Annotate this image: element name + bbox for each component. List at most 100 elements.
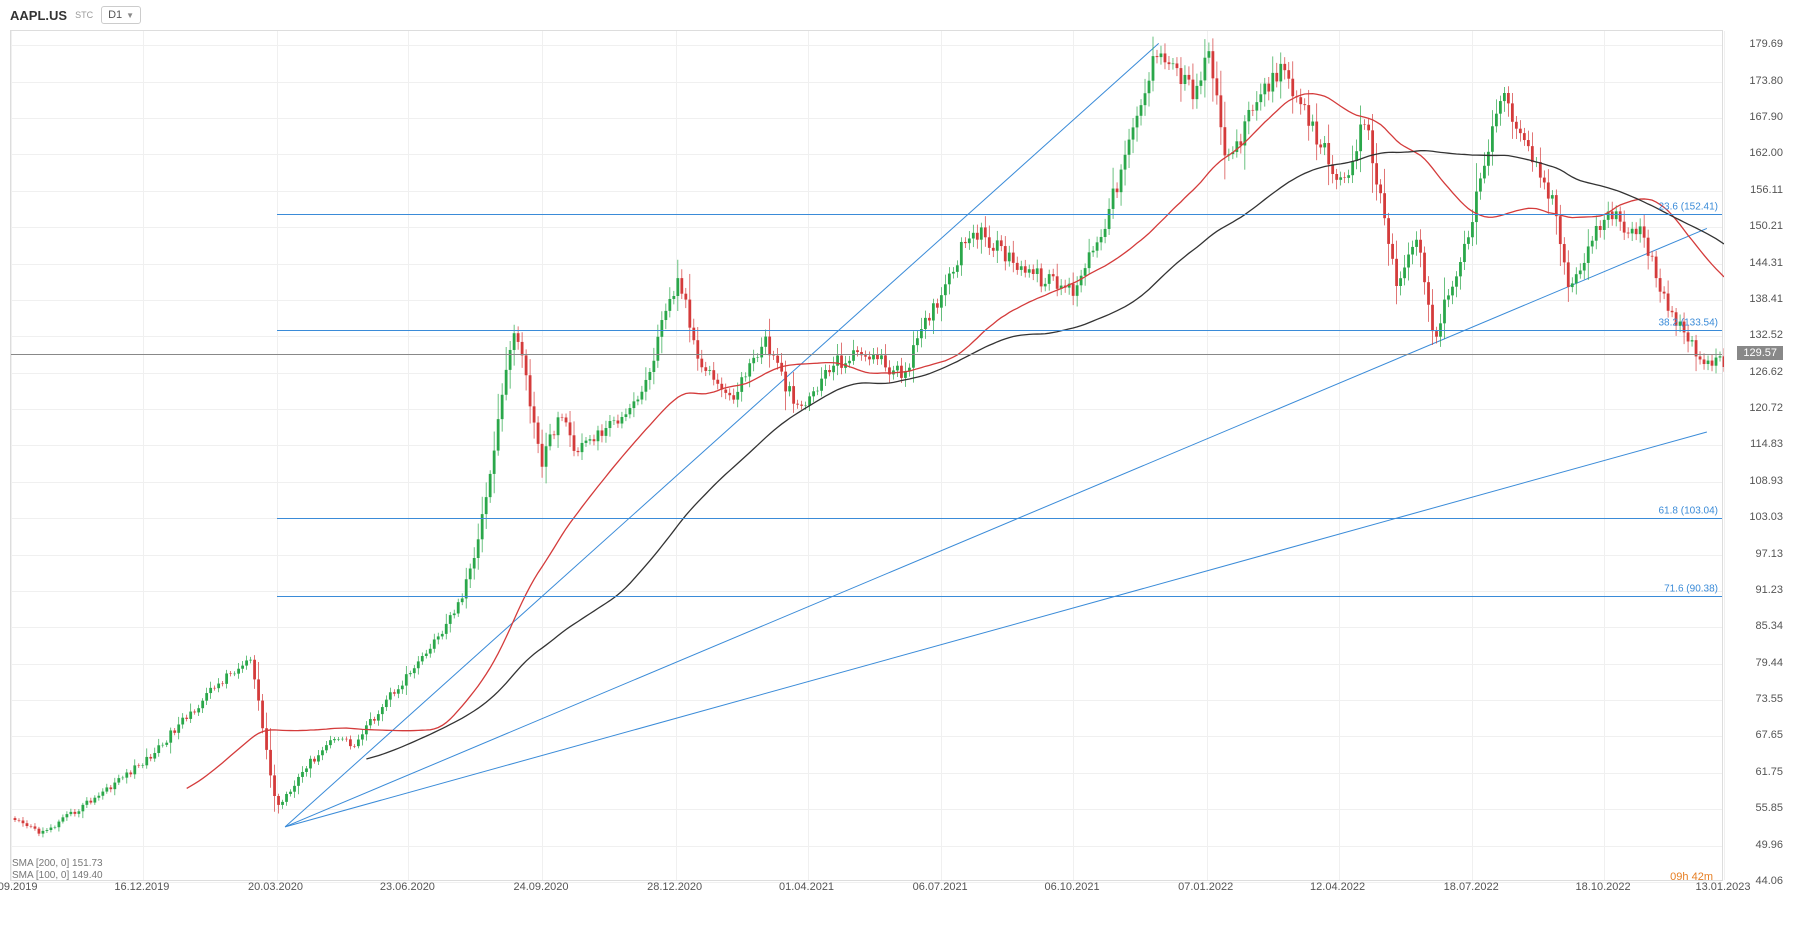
x-tick: 06.07.2021: [913, 881, 968, 893]
timeframe-dropdown[interactable]: D1 ▼: [101, 6, 141, 24]
fib-label: 23.6 (152.41): [1659, 201, 1719, 212]
grid-line-h: [11, 300, 1722, 301]
countdown-timer: 09h 42m: [1670, 871, 1713, 883]
y-axis: 179.69 173.80 167.90 162.00 156.11 150.21 144.…: [1728, 30, 1783, 881]
x-tick: 07.01.2022: [1178, 881, 1233, 893]
grid-line-h: [11, 118, 1722, 119]
grid-line-v: [143, 31, 144, 880]
symbol-label: AAPL.US: [10, 8, 67, 23]
fib-line: [277, 518, 1723, 519]
y-tick: 67.65: [1755, 729, 1783, 741]
y-tick: 167.90: [1749, 111, 1783, 123]
y-tick: 173.80: [1749, 75, 1783, 87]
grid-line-v: [1207, 31, 1208, 880]
x-tick: 16.12.2019: [114, 881, 169, 893]
grid-line-v: [1604, 31, 1605, 880]
y-tick: 97.13: [1755, 548, 1783, 560]
x-tick: 18.10.2022: [1576, 881, 1631, 893]
grid-line-h: [11, 809, 1722, 810]
y-tick: 150.21: [1749, 220, 1783, 232]
grid-line-h: [11, 82, 1722, 83]
stc-label: STC: [75, 10, 93, 20]
x-axis: 13.09.201916.12.201920.03.202023.06.2020…: [10, 881, 1723, 901]
y-tick: 103.03: [1749, 511, 1783, 523]
indicator-sma200: SMA [200, 0] 151.73: [12, 858, 103, 869]
grid-line-v: [11, 31, 12, 880]
timeframe-value: D1: [108, 9, 122, 21]
x-tick: 20.03.2020: [248, 881, 303, 893]
grid-line-v: [941, 31, 942, 880]
grid-line-h: [11, 227, 1722, 228]
grid-line-h: [11, 846, 1722, 847]
y-tick: 79.44: [1755, 657, 1783, 669]
x-tick: 06.10.2021: [1045, 881, 1100, 893]
y-tick: 91.23: [1755, 584, 1783, 596]
current-price-marker: 129.57: [1737, 346, 1783, 360]
x-tick: 24.09.2020: [513, 881, 568, 893]
sma-line: [187, 94, 1724, 789]
y-tick: 55.85: [1755, 802, 1783, 814]
grid-line-h: [11, 555, 1722, 556]
grid-line-h: [11, 154, 1722, 155]
countdown-hours: 09: [1670, 871, 1682, 883]
grid-line-h: [11, 736, 1722, 737]
y-tick: 85.34: [1755, 620, 1783, 632]
y-tick: 132.52: [1749, 329, 1783, 341]
fib-label: 38.2 (133.54): [1659, 317, 1719, 328]
x-tick: 23.06.2020: [380, 881, 435, 893]
grid-line-v: [1472, 31, 1473, 880]
y-tick: 120.72: [1749, 402, 1783, 414]
x-tick: 12.04.2022: [1310, 881, 1365, 893]
fib-label: 71.6 (90.38): [1664, 584, 1718, 595]
y-tick: 138.41: [1749, 293, 1783, 305]
grid-line-h: [11, 336, 1722, 337]
grid-line-h: [11, 264, 1722, 265]
x-tick: 28.12.2020: [647, 881, 702, 893]
grid-line-v: [408, 31, 409, 880]
y-tick: 61.75: [1755, 766, 1783, 778]
countdown-h-suffix: h: [1682, 871, 1688, 883]
grid-line-v: [676, 31, 677, 880]
grid-line-h: [11, 773, 1722, 774]
y-tick: 44.06: [1755, 875, 1783, 887]
grid-line-h: [11, 627, 1722, 628]
grid-line-h: [11, 409, 1722, 410]
current-price-line: [11, 354, 1722, 355]
trendline: [285, 43, 1159, 827]
grid-line-h: [11, 700, 1722, 701]
x-tick: 13.09.2019: [0, 881, 38, 893]
fib-label: 61.8 (103.04): [1659, 506, 1719, 517]
sma-line: [366, 151, 1724, 759]
y-tick: 179.69: [1749, 38, 1783, 50]
trendline: [285, 432, 1707, 827]
countdown-minutes: 42: [1692, 871, 1704, 883]
y-tick: 156.11: [1750, 184, 1783, 196]
y-tick: 162.00: [1749, 147, 1783, 159]
grid-line-v: [1073, 31, 1074, 880]
grid-line-h: [11, 191, 1722, 192]
y-tick: 144.31: [1749, 257, 1783, 269]
y-tick: 49.96: [1755, 839, 1783, 851]
chart-plot-area[interactable]: 23.6 (152.41) 38.2 (133.54) 61.8 (103.04) 7…: [10, 30, 1723, 881]
chart-header: AAPL.US STC D1 ▼: [10, 6, 141, 24]
grid-line-v: [808, 31, 809, 880]
grid-line-h: [11, 591, 1722, 592]
chart-container: AAPL.US STC D1 ▼ 23.6 (152.41) 38.2 (133.…: [0, 0, 1793, 941]
fib-line: [277, 214, 1723, 215]
grid-line-h: [11, 445, 1722, 446]
y-tick: 126.62: [1749, 366, 1783, 378]
y-tick: 114.83: [1750, 438, 1783, 450]
indicator-sma200-label: SMA [200, 0] 151.73: [12, 858, 103, 869]
grid-line-h: [11, 373, 1722, 374]
fib-line: [277, 596, 1723, 597]
indicator-sma100-label: SMA [100, 0] 149.40: [12, 870, 103, 881]
x-tick: 01.04.2021: [779, 881, 834, 893]
indicator-sma100: SMA [100, 0] 149.40: [12, 870, 103, 881]
y-tick: 108.93: [1749, 475, 1783, 487]
grid-line-v: [1724, 31, 1725, 880]
grid-line-h: [11, 664, 1722, 665]
fib-line: [277, 330, 1723, 331]
x-tick: 18.07.2022: [1444, 881, 1499, 893]
grid-line-v: [542, 31, 543, 880]
grid-line-v: [277, 31, 278, 880]
